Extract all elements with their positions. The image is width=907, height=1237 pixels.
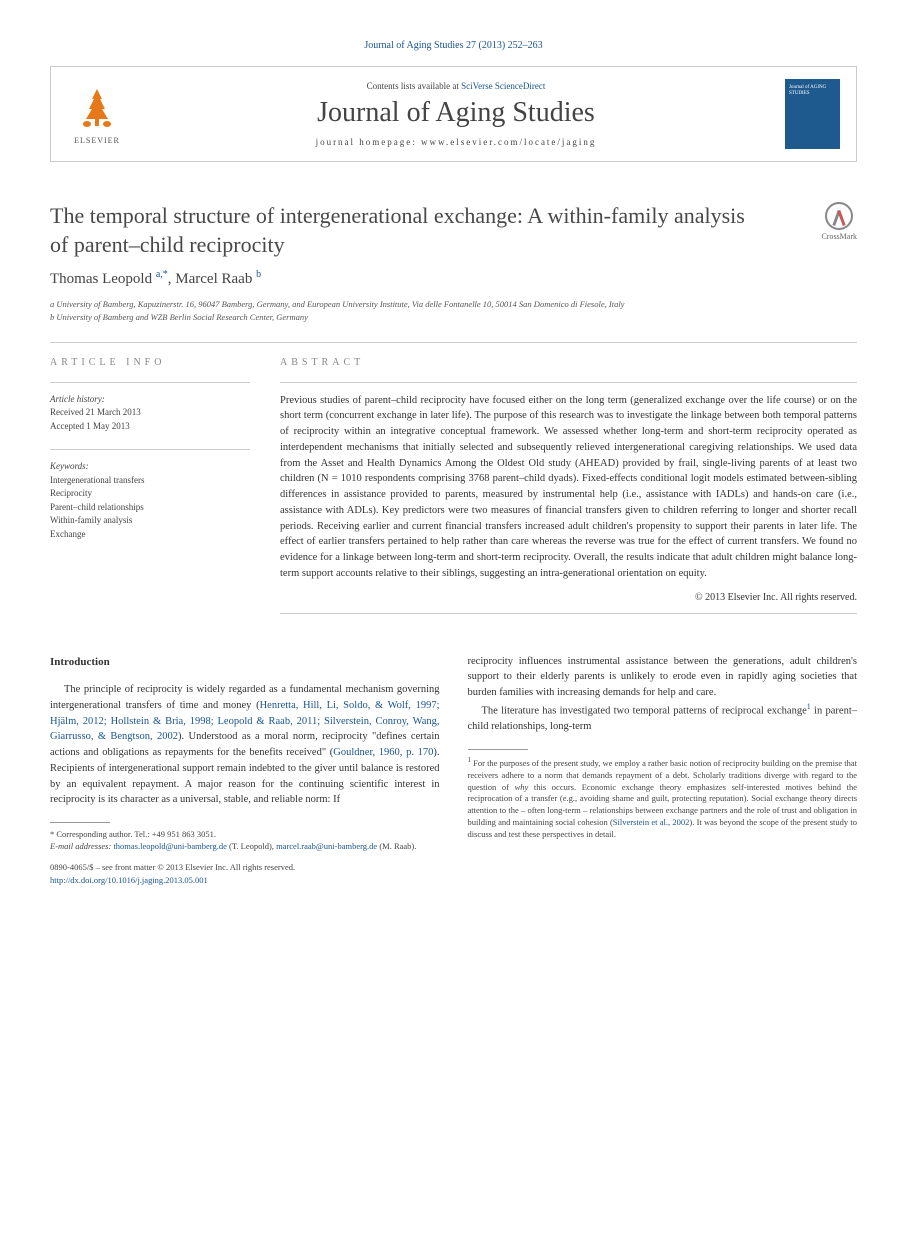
journal-cover-text: Journal of AGING STUDIES [789,85,836,97]
abstract-column: ABSTRACT Previous studies of parent–chil… [280,357,857,624]
citation-header: Journal of Aging Studies 27 (2013) 252–2… [50,40,857,51]
footnote-1: 1 For the purposes of the present study,… [468,756,858,841]
sciencedirect-link[interactable]: SciVerse ScienceDirect [461,81,545,91]
abstract-divider-bottom [280,613,857,614]
history-label: Article history: [50,393,250,407]
affiliation-b: b University of Bamberg and WZB Berlin S… [50,311,857,324]
journal-cover-thumbnail: Journal of AGING STUDIES [785,79,840,149]
homepage-line: journal homepage: www.elsevier.com/locat… [143,137,769,147]
intro-paragraph-2: The literature has investigated two temp… [468,701,858,735]
author-2-affil-sup[interactable]: b [256,269,261,280]
footer-copyright: 0890-4065/$ – see front matter © 2013 El… [50,861,440,887]
abstract-copyright: © 2013 Elsevier Inc. All rights reserved… [280,592,857,603]
footnote-separator [50,822,110,823]
elsevier-logo: ELSEVIER [67,79,127,149]
homepage-prefix: journal homepage: [316,137,421,147]
introduction-heading: Introduction [50,654,440,671]
abstract-label: ABSTRACT [280,357,857,368]
contents-available-line: Contents lists available at SciVerse Sci… [143,81,769,91]
citation-link[interactable]: Silverstein et al., 2002 [613,817,690,827]
email-link-2[interactable]: marcel.raab@uni-bamberg.de [276,841,377,851]
body-columns: Introduction The principle of reciprocit… [50,654,857,887]
doi-link[interactable]: http://dx.doi.org/10.1016/j.jaging.2013.… [50,875,208,885]
crossmark-badge[interactable]: CrossMark [821,202,857,241]
info-divider [50,449,250,450]
authors-line: Thomas Leopold a,*, Marcel Raab b [50,269,857,288]
divider [50,342,857,343]
keyword: Reciprocity [50,487,250,501]
footnote-separator [468,749,528,750]
body-col-left: Introduction The principle of reciprocit… [50,654,440,887]
email-label: E-mail addresses: [50,841,113,851]
title-row: The temporal structure of intergeneratio… [50,202,857,259]
info-abstract-row: ARTICLE INFO Article history: Received 2… [50,357,857,624]
keyword: Exchange [50,528,250,542]
contents-prefix: Contents lists available at [367,81,461,91]
author-1-name: Thomas Leopold [50,271,156,287]
article-info-label: ARTICLE INFO [50,357,250,368]
header-center: Contents lists available at SciVerse Sci… [143,81,769,147]
citation-link[interactable]: Gouldner, 1960, p. 170 [333,747,433,758]
info-divider [50,382,250,383]
front-matter-line: 0890-4065/$ – see front matter © 2013 El… [50,861,440,874]
journal-header-box: ELSEVIER Contents lists available at Sci… [50,66,857,162]
keywords-label: Keywords: [50,460,250,474]
received-date: Received 21 March 2013 [50,406,250,420]
affiliation-a: a University of Bamberg, Kapuzinerstr. 1… [50,298,857,311]
intro-paragraph-1: The principle of reciprocity is widely r… [50,682,440,808]
corr-author-line: * Corresponding author. Tel.: +49 951 86… [50,829,440,841]
corresponding-author-footnote: * Corresponding author. Tel.: +49 951 86… [50,829,440,853]
keyword: Parent–child relationships [50,501,250,515]
accepted-date: Accepted 1 May 2013 [50,420,250,434]
crossmark-icon [825,202,853,230]
article-history-block: Article history: Received 21 March 2013 … [50,393,250,434]
elsevier-label: ELSEVIER [74,136,120,145]
journal-name: Journal of Aging Studies [143,97,769,129]
keyword: Within-family analysis [50,514,250,528]
email-link-1[interactable]: thomas.leopold@uni-bamberg.de [113,841,226,851]
crossmark-label: CrossMark [821,232,857,241]
body-col-right: reciprocity influences instrumental assi… [468,654,858,887]
homepage-url: www.elsevier.com/locate/jaging [421,137,596,147]
email-line: E-mail addresses: thomas.leopold@uni-bam… [50,841,440,853]
affiliations: a University of Bamberg, Kapuzinerstr. 1… [50,298,857,324]
keywords-block: Keywords: Intergenerational transfers Re… [50,460,250,541]
elsevier-tree-icon [72,84,122,134]
article-title: The temporal structure of intergeneratio… [50,202,750,259]
author-2-name: Marcel Raab [175,271,256,287]
intro-paragraph-1-cont: reciprocity influences instrumental assi… [468,654,858,701]
keyword: Intergenerational transfers [50,474,250,488]
article-info-column: ARTICLE INFO Article history: Received 2… [50,357,250,624]
abstract-divider [280,382,857,383]
author-1-affil-sup[interactable]: a, [156,269,163,280]
abstract-text: Previous studies of parent–child recipro… [280,393,857,582]
